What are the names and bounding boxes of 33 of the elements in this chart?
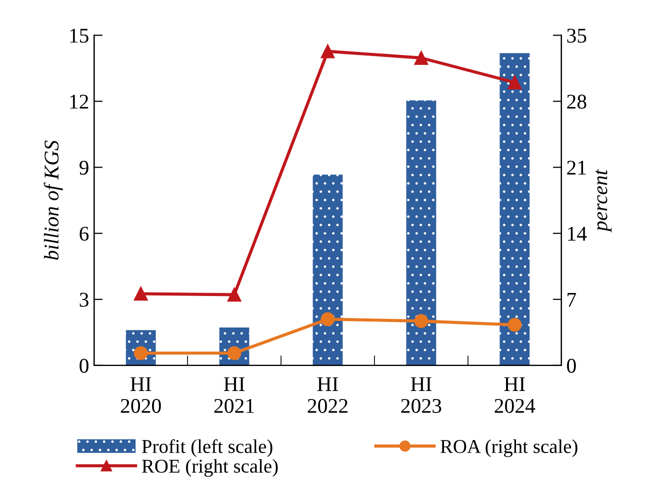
x-tick-label: HI 2020 xyxy=(120,377,161,413)
y-tick-label: 6 xyxy=(80,226,89,241)
legend-label: Profit (left scale) xyxy=(142,439,272,458)
y2-tick-label: 28 xyxy=(567,94,586,109)
y-tick-label: 9 xyxy=(80,160,88,175)
y-tick-label: 15 xyxy=(70,28,88,43)
point xyxy=(414,50,428,65)
y-tick-label: 0 xyxy=(80,358,88,373)
y2-tick-label: 14 xyxy=(568,226,587,241)
y2-tick-label: 35 xyxy=(567,28,586,43)
x-tick-label: HI 2022 xyxy=(308,377,348,413)
bar xyxy=(406,100,436,366)
y2-tick-label: 21 xyxy=(567,160,586,175)
point xyxy=(508,75,522,90)
y2-axis-title: percent xyxy=(595,169,612,232)
point xyxy=(227,288,242,302)
x-tick-label: HI 2024 xyxy=(494,377,536,413)
legend-label: ROE (right scale) xyxy=(142,459,278,477)
bar xyxy=(500,53,530,366)
x-tick-label: HI 2021 xyxy=(214,377,254,413)
legend-label: ROA (right scale) xyxy=(440,439,578,458)
x-tick-label: HI 2023 xyxy=(401,377,442,413)
point xyxy=(134,286,148,301)
y2-tick-label: 7 xyxy=(568,292,576,307)
point xyxy=(414,314,428,328)
y-tick-label: 12 xyxy=(70,94,88,109)
y-axis-title: billion of KGS xyxy=(44,140,63,260)
point xyxy=(508,318,522,332)
bar xyxy=(312,174,343,366)
y2-tick-label: 0 xyxy=(567,358,576,373)
y-tick-label: 3 xyxy=(80,292,88,307)
point xyxy=(320,44,335,58)
point xyxy=(320,312,335,326)
